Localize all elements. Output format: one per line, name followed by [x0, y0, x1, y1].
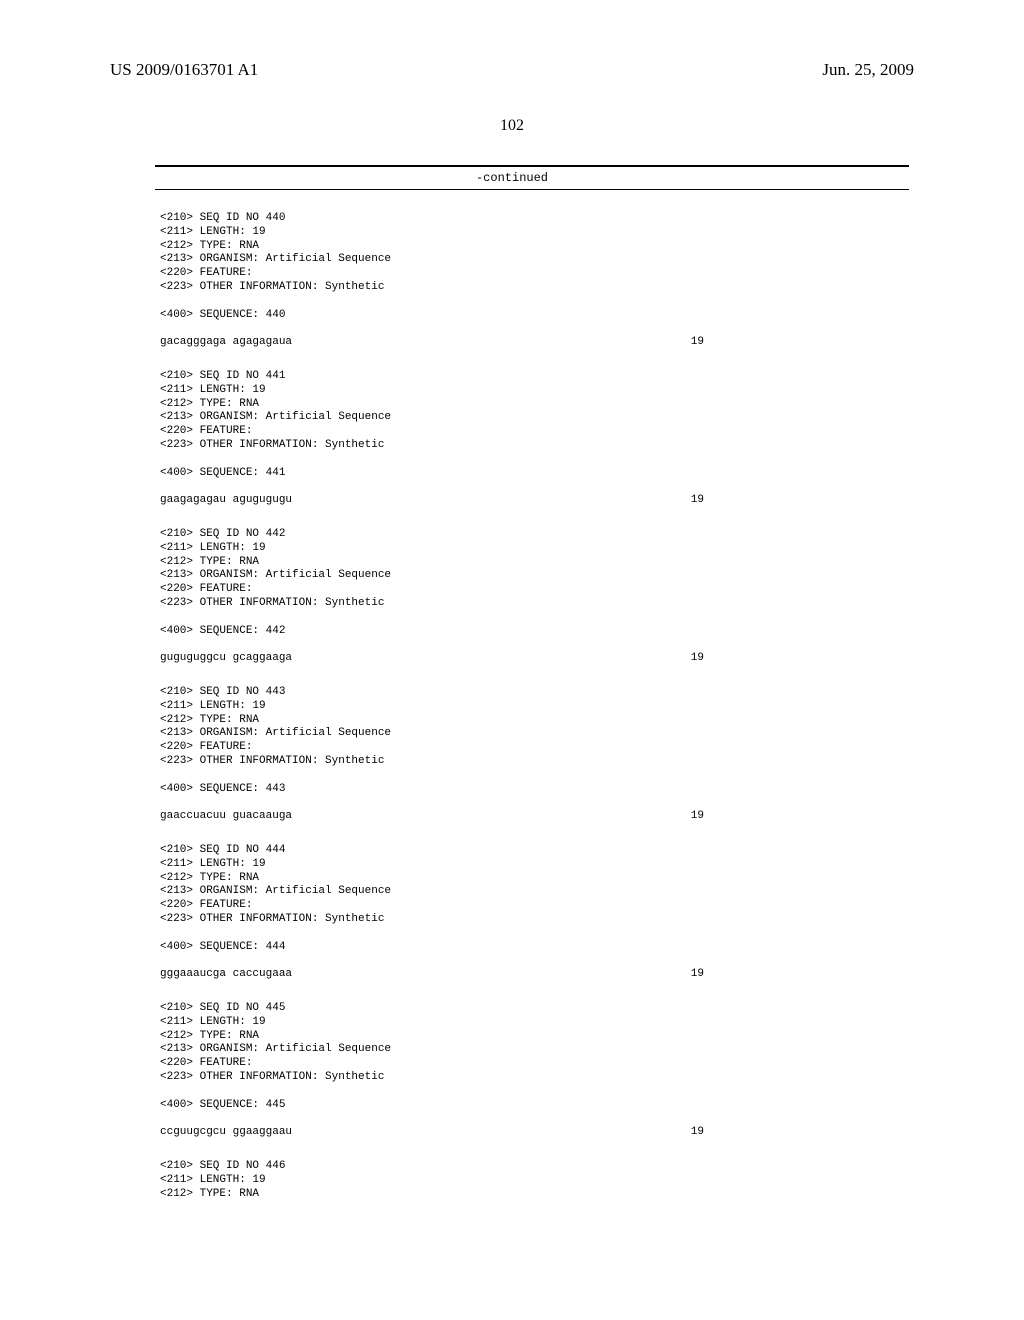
- sequence-meta-line: <212> TYPE: RNA: [160, 714, 904, 728]
- sequence-meta-line: <212> TYPE: RNA: [160, 398, 904, 412]
- sequence-meta-line: <211> LENGTH: 19: [160, 1174, 904, 1188]
- sequence-text: ccguugcgcu ggaaggaau: [160, 1126, 292, 1140]
- sequence-meta-line: <210> SEQ ID NO 445: [160, 1002, 904, 1016]
- sequence-length: 19: [691, 336, 904, 350]
- sequence-row: gggaaaucga caccugaaa 19: [160, 968, 904, 982]
- sequence-label: <400> SEQUENCE: 442: [160, 625, 904, 639]
- sequence-entry: <210> SEQ ID NO 446<211> LENGTH: 19<212>…: [160, 1160, 904, 1201]
- sequence-meta-line: <220> FEATURE:: [160, 741, 904, 755]
- sequence-meta-line: <210> SEQ ID NO 443: [160, 686, 904, 700]
- sequence-meta-line: <211> LENGTH: 19: [160, 226, 904, 240]
- sequence-entry: <210> SEQ ID NO 443<211> LENGTH: 19<212>…: [160, 686, 904, 824]
- sequence-meta-line: <211> LENGTH: 19: [160, 1016, 904, 1030]
- sequence-text: gaaccuacuu guacaauga: [160, 810, 292, 824]
- continued-label: -continued: [0, 171, 1024, 185]
- sequence-length: 19: [691, 968, 904, 982]
- sequence-entry: <210> SEQ ID NO 445<211> LENGTH: 19<212>…: [160, 1002, 904, 1140]
- publication-number: US 2009/0163701 A1: [110, 60, 258, 80]
- document-header: US 2009/0163701 A1 Jun. 25, 2009: [0, 60, 1024, 80]
- sequence-listing: <210> SEQ ID NO 440<211> LENGTH: 19<212>…: [160, 212, 904, 1221]
- sequence-entry: <210> SEQ ID NO 441<211> LENGTH: 19<212>…: [160, 370, 904, 508]
- publication-date: Jun. 25, 2009: [822, 60, 914, 80]
- sequence-meta-line: <220> FEATURE:: [160, 899, 904, 913]
- sequence-row: guguguggcu gcaggaaga 19: [160, 652, 904, 666]
- sequence-meta-line: <220> FEATURE:: [160, 583, 904, 597]
- horizontal-rule-bottom: [155, 189, 909, 190]
- sequence-length: 19: [691, 1126, 904, 1140]
- sequence-meta-line: <220> FEATURE:: [160, 425, 904, 439]
- sequence-meta-line: <213> ORGANISM: Artificial Sequence: [160, 885, 904, 899]
- sequence-meta-line: <212> TYPE: RNA: [160, 240, 904, 254]
- page-number: 102: [0, 117, 1024, 135]
- sequence-length: 19: [691, 652, 904, 666]
- sequence-meta-line: <213> ORGANISM: Artificial Sequence: [160, 727, 904, 741]
- sequence-meta-line: <213> ORGANISM: Artificial Sequence: [160, 411, 904, 425]
- sequence-label: <400> SEQUENCE: 443: [160, 783, 904, 797]
- sequence-meta-line: <211> LENGTH: 19: [160, 384, 904, 398]
- sequence-meta-line: <223> OTHER INFORMATION: Synthetic: [160, 755, 904, 769]
- sequence-text: gacagggaga agagagaua: [160, 336, 292, 350]
- sequence-label: <400> SEQUENCE: 444: [160, 941, 904, 955]
- sequence-length: 19: [691, 494, 904, 508]
- sequence-meta-line: <220> FEATURE:: [160, 1057, 904, 1071]
- sequence-meta-line: <213> ORGANISM: Artificial Sequence: [160, 1043, 904, 1057]
- sequence-meta-line: <210> SEQ ID NO 444: [160, 844, 904, 858]
- sequence-meta-line: <211> LENGTH: 19: [160, 700, 904, 714]
- sequence-meta-line: <223> OTHER INFORMATION: Synthetic: [160, 913, 904, 927]
- sequence-row: ccguugcgcu ggaaggaau 19: [160, 1126, 904, 1140]
- sequence-length: 19: [691, 810, 904, 824]
- sequence-row: gaagagagau agugugugu 19: [160, 494, 904, 508]
- sequence-meta-line: <213> ORGANISM: Artificial Sequence: [160, 569, 904, 583]
- sequence-meta-line: <220> FEATURE:: [160, 267, 904, 281]
- sequence-row: gacagggaga agagagaua 19: [160, 336, 904, 350]
- sequence-meta-line: <223> OTHER INFORMATION: Synthetic: [160, 439, 904, 453]
- sequence-meta-line: <211> LENGTH: 19: [160, 858, 904, 872]
- horizontal-rule-top: [155, 165, 909, 167]
- sequence-label: <400> SEQUENCE: 445: [160, 1099, 904, 1113]
- sequence-meta-line: <212> TYPE: RNA: [160, 872, 904, 886]
- sequence-meta-line: <211> LENGTH: 19: [160, 542, 904, 556]
- sequence-meta-line: <223> OTHER INFORMATION: Synthetic: [160, 281, 904, 295]
- sequence-meta-line: <212> TYPE: RNA: [160, 556, 904, 570]
- sequence-meta-line: <212> TYPE: RNA: [160, 1030, 904, 1044]
- sequence-meta-line: <210> SEQ ID NO 446: [160, 1160, 904, 1174]
- sequence-meta-line: <210> SEQ ID NO 441: [160, 370, 904, 384]
- sequence-meta-line: <210> SEQ ID NO 440: [160, 212, 904, 226]
- sequence-entry: <210> SEQ ID NO 444<211> LENGTH: 19<212>…: [160, 844, 904, 982]
- sequence-text: gggaaaucga caccugaaa: [160, 968, 292, 982]
- sequence-meta-line: <210> SEQ ID NO 442: [160, 528, 904, 542]
- sequence-text: guguguggcu gcaggaaga: [160, 652, 292, 666]
- sequence-label: <400> SEQUENCE: 440: [160, 309, 904, 323]
- sequence-entry: <210> SEQ ID NO 442<211> LENGTH: 19<212>…: [160, 528, 904, 666]
- sequence-row: gaaccuacuu guacaauga 19: [160, 810, 904, 824]
- sequence-meta-line: <213> ORGANISM: Artificial Sequence: [160, 253, 904, 267]
- sequence-label: <400> SEQUENCE: 441: [160, 467, 904, 481]
- sequence-meta-line: <212> TYPE: RNA: [160, 1188, 904, 1202]
- sequence-text: gaagagagau agugugugu: [160, 494, 292, 508]
- sequence-meta-line: <223> OTHER INFORMATION: Synthetic: [160, 1071, 904, 1085]
- sequence-entry: <210> SEQ ID NO 440<211> LENGTH: 19<212>…: [160, 212, 904, 350]
- sequence-meta-line: <223> OTHER INFORMATION: Synthetic: [160, 597, 904, 611]
